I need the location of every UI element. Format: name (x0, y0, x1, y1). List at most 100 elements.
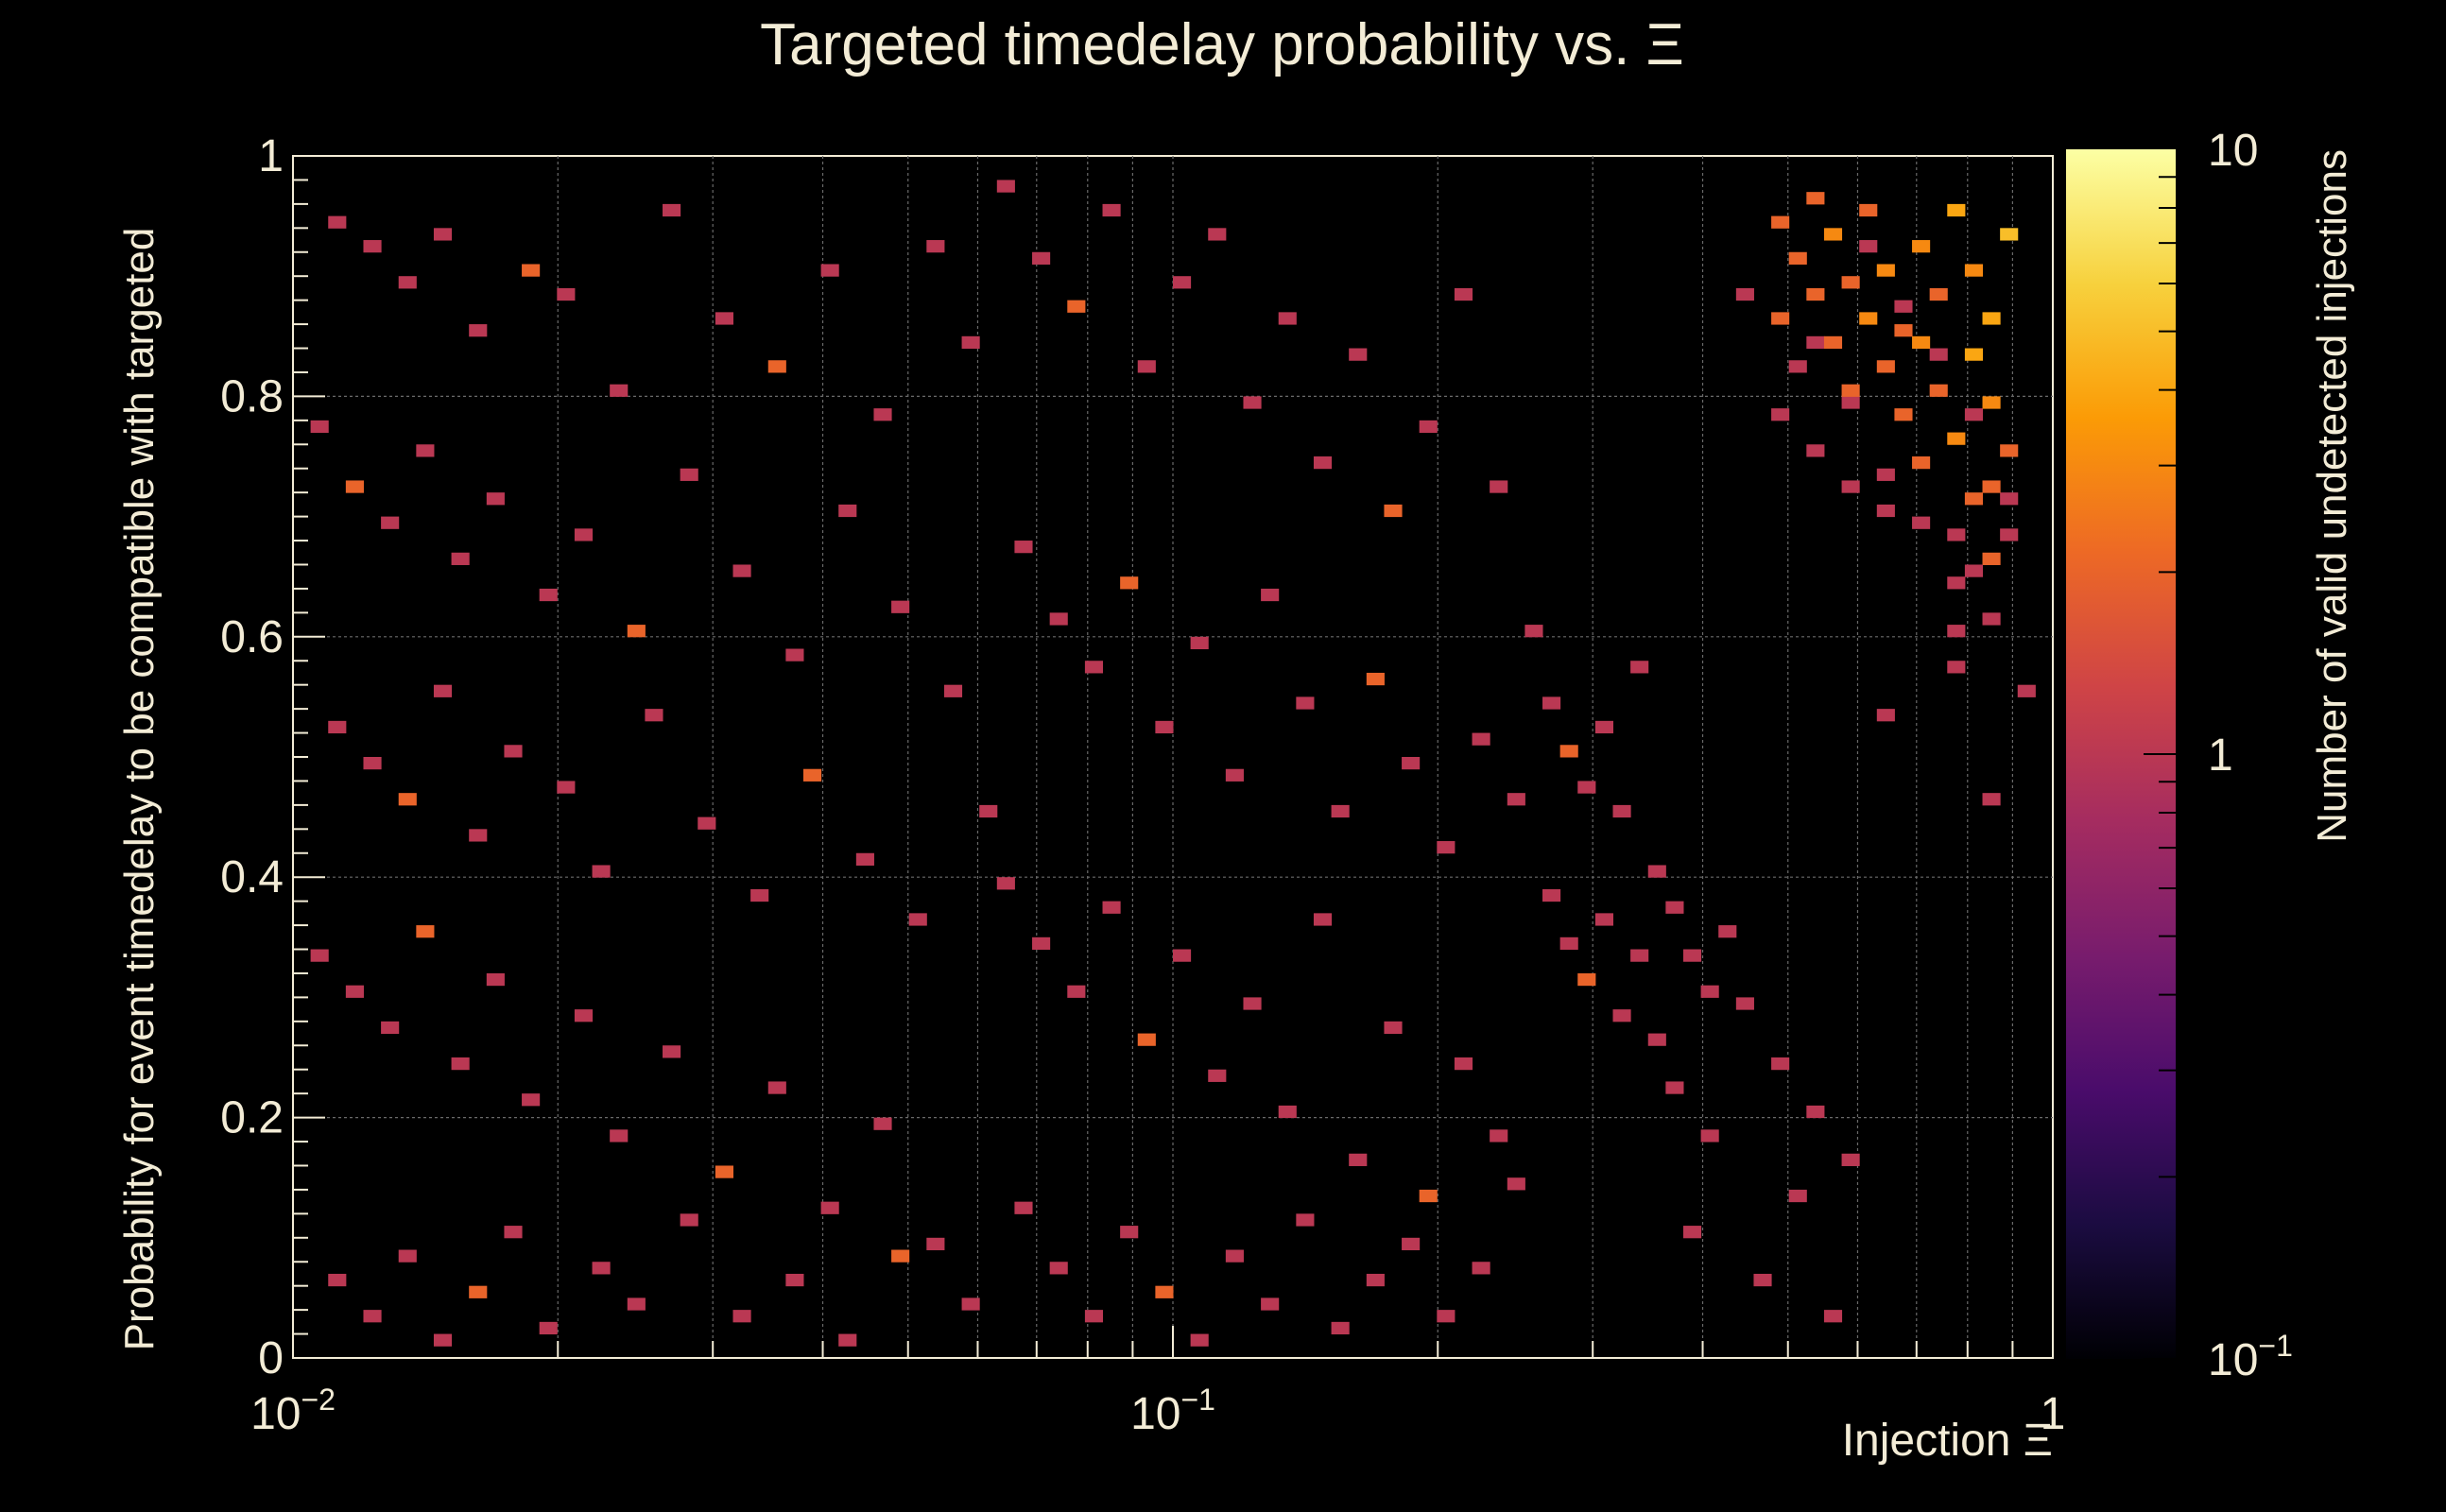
heatmap-cell (310, 420, 329, 434)
heatmap-cell (1682, 1226, 1702, 1239)
heatmap-cell (469, 1285, 488, 1298)
heatmap-cell (1173, 276, 1192, 289)
heatmap-cell (1806, 444, 1825, 457)
heatmap-cell (698, 816, 716, 830)
y-tick-label: 1 (258, 131, 284, 181)
heatmap-cell (1665, 901, 1684, 914)
heatmap-cell (1788, 1189, 1807, 1203)
heatmap-cell (1929, 384, 1948, 397)
heatmap-cell (592, 1262, 611, 1275)
y-axis-label: Probability for event timedelay to be co… (116, 228, 163, 1351)
heatmap-cell (1225, 768, 1244, 782)
heatmap-cell (785, 1273, 804, 1287)
heatmap-cell (1964, 408, 1984, 421)
heatmap-cell (715, 1165, 733, 1178)
heatmap-cell (1349, 1153, 1368, 1166)
heatmap-cell (469, 829, 488, 842)
heatmap-cell (539, 1321, 558, 1335)
heatmap-cell (381, 1021, 400, 1035)
heatmap-cell (1788, 360, 1807, 373)
heatmap-cell (1454, 287, 1473, 301)
heatmap-cell (2000, 492, 2019, 506)
heatmap-cell (1102, 203, 1121, 217)
heatmap-cell (1313, 456, 1333, 470)
heatmap-cell (1947, 528, 1966, 541)
heatmap-cell (1278, 1105, 1297, 1119)
y-axis-ticks: 0 0.2 0.4 0.6 0.8 1 (220, 131, 325, 1383)
heatmap-cell (1402, 757, 1421, 770)
heatmap-cell (1120, 576, 1139, 590)
heatmap-cell (1542, 888, 1561, 902)
x-tick-label: 10−1 (1130, 1383, 1215, 1439)
heatmap-cell (398, 276, 417, 289)
heatmap-cell (1982, 793, 2001, 806)
heatmap-cell (1806, 287, 1825, 301)
heatmap-cell (1507, 793, 1525, 806)
heatmap-cell (610, 384, 629, 397)
heatmap-cell (363, 1310, 382, 1323)
heatmap-cell (1454, 1057, 1473, 1071)
heatmap-cell (1419, 420, 1438, 434)
heatmap-cell (1964, 348, 1984, 361)
heatmap-cell (1032, 251, 1051, 265)
colorbar-ticks: 10−1 1 10 (2144, 126, 2293, 1385)
heatmap-cell (908, 913, 927, 926)
heatmap-cell (663, 1045, 681, 1058)
heatmap-cell (1612, 1009, 1631, 1022)
heatmap-cells (310, 180, 2036, 1347)
heatmap-cell (328, 1273, 347, 1287)
heatmap-cell (345, 480, 364, 493)
plot-area: 10−2 10−1 1 0 0.2 0.4 0.6 0.8 1 (220, 131, 2065, 1439)
colorbar: 10−1 1 10 (2066, 126, 2293, 1385)
heatmap-cell (996, 180, 1015, 193)
heatmap-cell (1823, 228, 1843, 241)
heatmap-cell (926, 240, 945, 253)
heatmap-cell (1823, 1310, 1843, 1323)
heatmap-cell (1982, 480, 2001, 493)
heatmap-cell (1841, 1153, 1860, 1166)
heatmap-cell (592, 865, 611, 878)
heatmap-cell (1137, 1033, 1156, 1046)
heatmap-cell (1964, 564, 1984, 577)
heatmap-cell (750, 888, 769, 902)
heatmap-cell (663, 203, 681, 217)
heatmap-cell (1084, 661, 1104, 674)
heatmap-cell (1296, 696, 1315, 710)
heatmap-cell (345, 985, 364, 998)
heatmap-cell (1718, 925, 1737, 938)
heatmap-cell (1876, 468, 1895, 481)
heatmap-cell (398, 793, 417, 806)
heatmap-cell (2000, 228, 2019, 241)
heatmap-cell (1208, 1069, 1227, 1082)
x-axis-ticks: 10−2 10−1 1 (250, 1326, 2065, 1439)
heatmap-cell (1419, 1189, 1438, 1203)
heatmap-cell (1630, 661, 1649, 674)
heatmap-cell (433, 1333, 453, 1347)
heatmap-cell (1841, 480, 1860, 493)
heatmap-cell (310, 949, 329, 962)
heatmap-cell (820, 264, 839, 277)
heatmap-cell (1894, 300, 1913, 313)
heatmap-cell (1700, 1129, 1719, 1143)
heatmap-cell (1647, 865, 1666, 878)
heatmap-cell (1771, 408, 1790, 421)
heatmap-cell (1384, 1021, 1403, 1035)
heatmap-cell (891, 600, 910, 613)
heatmap-cell (961, 335, 980, 350)
heatmap-cell (1542, 696, 1561, 710)
heatmap-cell (996, 877, 1015, 890)
heatmap-cell (1437, 1310, 1456, 1323)
y-tick-label: 0.6 (220, 612, 284, 662)
heatmap-cell (802, 768, 822, 782)
heatmap-cell (1982, 312, 2001, 325)
heatmap-cell (1876, 504, 1895, 518)
heatmap-cell (2000, 528, 2019, 541)
heatmap-cell (1577, 781, 1596, 794)
heatmap-cell (1771, 312, 1790, 325)
heatmap-cell (557, 287, 576, 301)
x-tick-label: 10−2 (250, 1383, 336, 1439)
heatmap-cell (1806, 192, 1825, 205)
heatmap-cell (767, 360, 786, 373)
heatmap-cell (1243, 997, 1262, 1010)
